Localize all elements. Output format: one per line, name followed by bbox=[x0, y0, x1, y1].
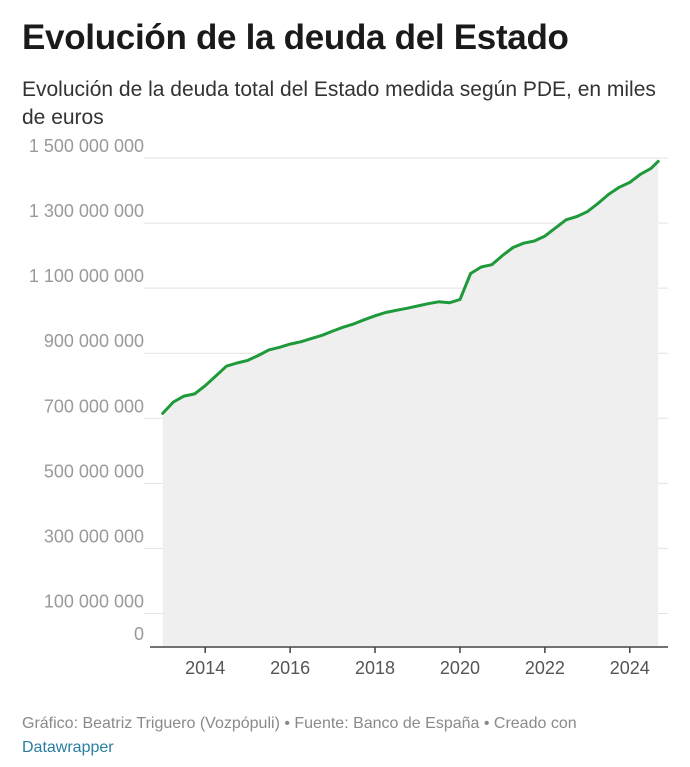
x-tick-label: 2022 bbox=[525, 658, 565, 678]
series-area-fill bbox=[162, 161, 659, 647]
datawrapper-link[interactable]: Datawrapper bbox=[22, 739, 114, 756]
footer-credit: Gráfico: Beatriz Triguero (Vozpópuli) • … bbox=[22, 715, 577, 732]
x-axis-ticks: 2014 2016 2018 2020 2022 2024 bbox=[185, 647, 650, 678]
chart-subtitle: Evolución de la deuda total del Estado m… bbox=[22, 78, 656, 129]
y-tick-label: 0 bbox=[134, 624, 144, 644]
y-tick-label: 900 000 000 bbox=[44, 331, 144, 351]
x-tick-label: 2018 bbox=[355, 658, 395, 678]
y-tick-label: 700 000 000 bbox=[44, 396, 144, 416]
y-tick-label: 1 300 000 000 bbox=[29, 201, 144, 221]
x-tick-label: 2024 bbox=[610, 658, 650, 678]
y-axis-tick-labels: 0 100 000 000 300 000 000 500 000 000 700 00… bbox=[29, 136, 144, 644]
x-tick-label: 2014 bbox=[185, 658, 225, 678]
y-tick-label: 100 000 000 bbox=[44, 591, 144, 611]
x-tick-label: 2020 bbox=[440, 658, 480, 678]
y-tick-label: 500 000 000 bbox=[44, 461, 144, 481]
series-line bbox=[161, 159, 660, 415]
chart-area: 0 100 000 000 300 000 000 500 000 000 700 00… bbox=[29, 136, 668, 678]
y-tick-label: 300 000 000 bbox=[44, 526, 144, 546]
chart-title: Evolución de la deuda del Estado bbox=[22, 18, 569, 57]
y-tick-label: 1 500 000 000 bbox=[29, 136, 144, 156]
x-tick-label: 2016 bbox=[270, 658, 310, 678]
footer: Gráfico: Beatriz Triguero (Vozpópuli) • … bbox=[22, 712, 672, 760]
y-tick-label: 1 100 000 000 bbox=[29, 266, 144, 286]
